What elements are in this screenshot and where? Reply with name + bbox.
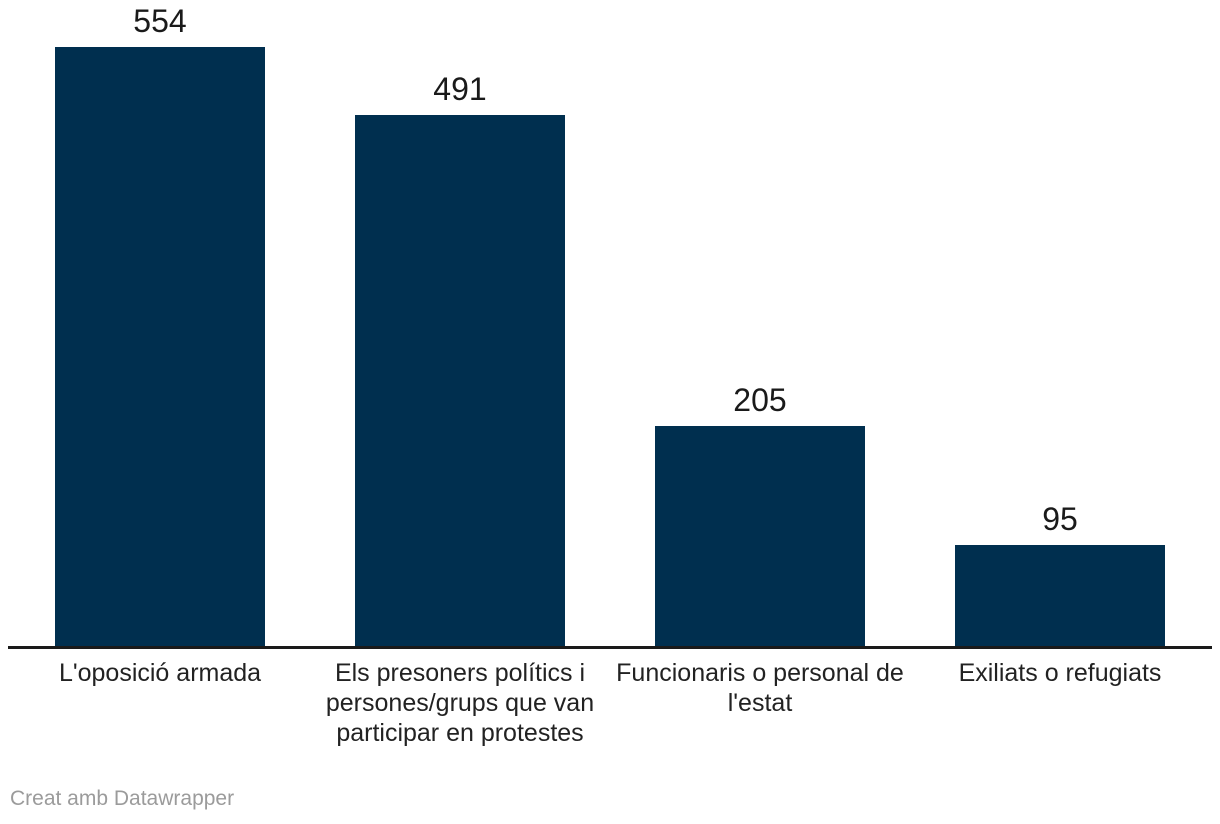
- bar: [55, 47, 265, 648]
- bar-value-label: 491: [433, 71, 487, 107]
- datawrapper-credit-link[interactable]: Creat amb Datawrapper: [10, 787, 235, 810]
- bar: [655, 426, 865, 648]
- category-label: Funcionaris o personal de l'estat: [616, 659, 904, 717]
- bar: [355, 115, 565, 648]
- chart-footer: Creat amb Datawrapper: [10, 786, 234, 812]
- category-label: Exiliats o refugiats: [958, 659, 1162, 687]
- plot-area: 554 491 205 95: [55, 3, 1165, 648]
- category-label: Els presoners polítics i persones/grups …: [325, 659, 595, 747]
- bar-value-label: 95: [1042, 501, 1078, 537]
- x-axis-baseline: [8, 646, 1212, 649]
- category-label: L'oposició armada: [58, 659, 262, 687]
- bar-value-label: 554: [133, 3, 187, 39]
- bar-value-label: 205: [733, 382, 787, 418]
- bar: [955, 545, 1165, 648]
